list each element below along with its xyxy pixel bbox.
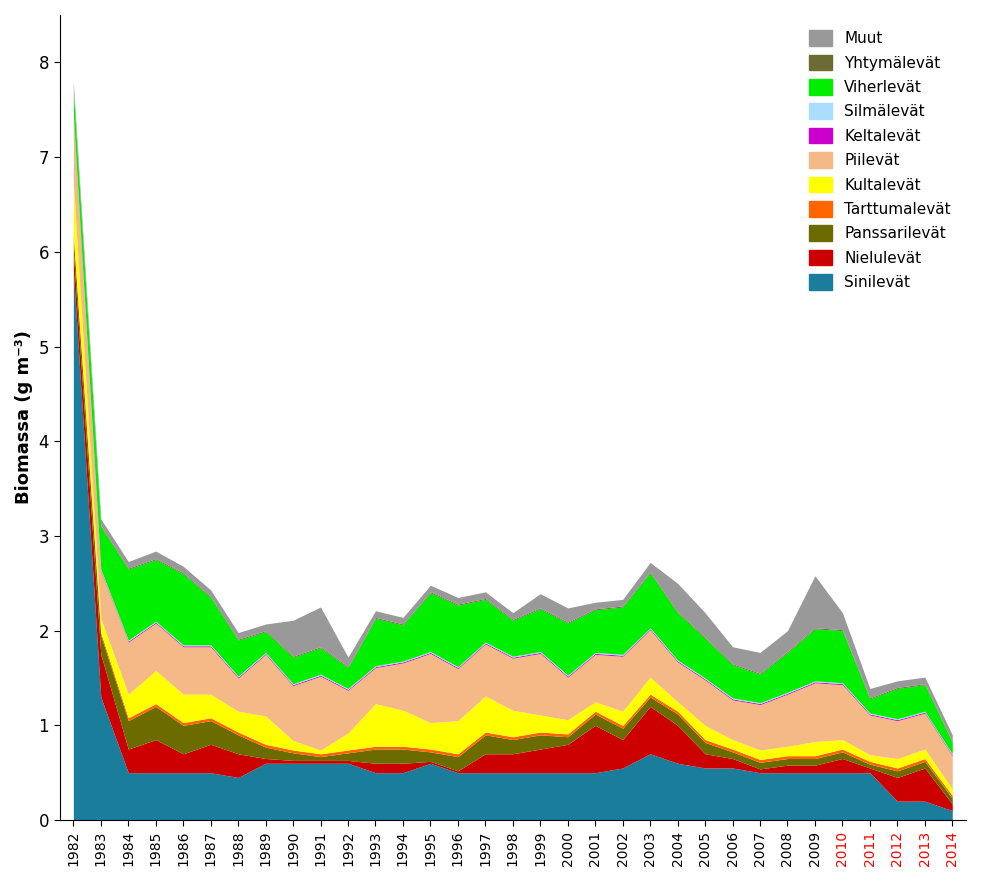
Y-axis label: Biomassa (g m⁻³): Biomassa (g m⁻³) (15, 330, 33, 505)
Legend: Muut, Yhtymälevät, Viherlevät, Silmälevät, Keltalevät, Piilevät, Kultalevät, Tar: Muut, Yhtymälevät, Viherlevät, Silmälevä… (801, 23, 958, 298)
